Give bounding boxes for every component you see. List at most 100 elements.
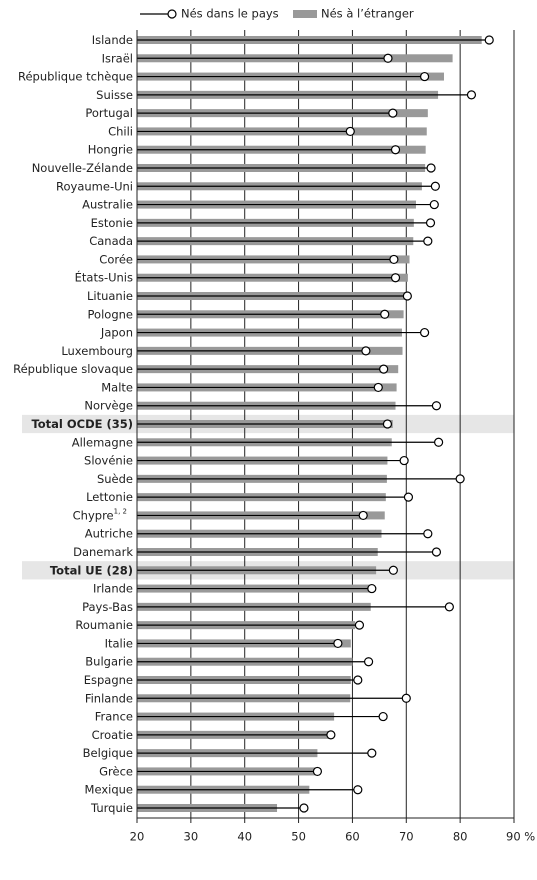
- category-name: Bulgarie: [85, 654, 133, 668]
- category-name: Islande: [92, 33, 133, 47]
- x-tick-label: 70: [399, 830, 414, 844]
- lollipop-marker: [378, 711, 388, 722]
- category-name: Roumanie: [75, 618, 133, 632]
- y-tick-label: Autriche: [85, 526, 133, 540]
- category-name: République slovaque: [13, 362, 133, 376]
- category-name: Autriche: [85, 526, 133, 540]
- legend-marker: [167, 9, 177, 19]
- lollipop-marker: [358, 510, 368, 521]
- category-name: Allemagne: [72, 435, 133, 449]
- y-tick-label: Pays-Bas: [82, 599, 133, 613]
- lollipop-marker: [382, 419, 393, 429]
- category-name: Pays-Bas: [82, 599, 133, 613]
- category-name: Grèce: [99, 764, 133, 778]
- category-name: Belgique: [83, 746, 133, 760]
- y-tick-label: Italie: [105, 636, 133, 650]
- category-name: Japon: [100, 325, 133, 339]
- category-name: Slovénie: [84, 453, 133, 467]
- y-tick-label: France: [95, 709, 133, 723]
- lollipop-marker: [389, 254, 399, 265]
- x-tick-label: 40: [237, 830, 252, 844]
- lollipop-marker: [419, 327, 430, 338]
- y-tick-label: Turquie: [90, 801, 133, 815]
- y-tick-label: Australie: [82, 197, 133, 211]
- lollipop-marker: [354, 620, 365, 630]
- footnote-mark: 1, 2: [114, 507, 127, 515]
- lollipop-marker: [373, 382, 383, 393]
- legend-swatch: [293, 10, 317, 18]
- category-name: Israël: [102, 51, 133, 65]
- y-tick-label: Nouvelle-Zélande: [32, 161, 133, 175]
- y-tick-label: Luxembourg: [61, 343, 133, 357]
- category-name: Nouvelle-Zélande: [32, 161, 133, 175]
- category-name: République tchèque: [18, 69, 133, 83]
- y-tick-label: Canada: [89, 234, 133, 248]
- lollipop-marker: [425, 218, 436, 228]
- y-tick-label: Norvège: [84, 398, 133, 412]
- y-tick-label: République slovaque: [13, 362, 133, 376]
- lollipop-marker: [367, 748, 377, 758]
- y-tick-label: Bulgarie: [85, 654, 133, 668]
- category-name: Lituanie: [87, 289, 133, 303]
- category-name: Croatie: [92, 727, 133, 741]
- y-tick-label: Irlande: [93, 581, 133, 595]
- x-tick-label: 20: [130, 830, 145, 844]
- y-tick-label: Pologne: [88, 307, 133, 321]
- lollipop-marker: [367, 583, 377, 594]
- y-tick-label: États-Unis: [75, 269, 133, 284]
- category-name: Turquie: [90, 801, 133, 815]
- category-name: Italie: [105, 636, 133, 650]
- y-tick-label: Total UE (28): [50, 563, 133, 577]
- y-tick-label: Japon: [100, 325, 133, 339]
- category-name: Malte: [101, 380, 133, 394]
- lollipop-marker: [353, 785, 363, 795]
- category-name: États-Unis: [75, 269, 133, 284]
- lollipop-marker: [390, 145, 401, 155]
- y-tick-label: Lettonie: [86, 490, 133, 504]
- x-tick-label: 60: [345, 830, 360, 844]
- category-name: Danemark: [73, 545, 133, 559]
- y-tick-label: Portugal: [85, 106, 133, 120]
- lollipop-marker: [419, 71, 430, 82]
- lollipop-marker: [401, 693, 411, 703]
- category-name: Espagne: [84, 673, 133, 687]
- y-tick-label: Croatie: [92, 727, 133, 741]
- category-name: Mexique: [85, 782, 133, 796]
- lollipop-marker: [380, 309, 390, 319]
- y-tick-label: Corée: [99, 252, 133, 266]
- lollipop-marker: [431, 547, 442, 557]
- lollipop-marker: [466, 90, 477, 100]
- y-tick-label: Hongrie: [88, 142, 133, 156]
- category-name: France: [95, 709, 133, 723]
- category-name: Portugal: [85, 106, 133, 120]
- category-name: Suède: [97, 471, 133, 485]
- lollipop-marker: [403, 492, 414, 502]
- y-tick-label: Lituanie: [87, 289, 133, 303]
- lollipop-marker: [383, 53, 393, 63]
- category-name: Norvège: [84, 398, 133, 412]
- category-name: Corée: [99, 252, 133, 266]
- category-name: Finlande: [85, 691, 133, 705]
- y-tick-label: Chili: [108, 124, 133, 138]
- lollipop-marker: [431, 401, 442, 411]
- lollipop-marker: [363, 657, 374, 667]
- lollipop-marker: [353, 675, 363, 685]
- lollipop-marker: [312, 766, 323, 777]
- lollipop-marker: [379, 364, 389, 374]
- y-tick-label: Mexique: [85, 782, 133, 796]
- y-tick-label: Royaume-Uni: [56, 179, 133, 193]
- lollipop-marker: [388, 565, 398, 575]
- lollipop-marker: [402, 291, 412, 301]
- y-tick-label: Malte: [101, 380, 133, 394]
- lollipop-marker: [388, 108, 398, 118]
- lollipop-marker: [326, 730, 336, 740]
- lollipop-marker: [299, 803, 309, 813]
- lollipop-marker: [423, 236, 433, 246]
- y-tick-label: Danemark: [73, 545, 133, 559]
- y-tick-label: Allemagne: [72, 435, 133, 449]
- lollipop-marker: [455, 474, 465, 484]
- lollipop-marker: [434, 437, 444, 447]
- category-name: Estonie: [91, 215, 133, 229]
- category-name: Hongrie: [88, 142, 133, 156]
